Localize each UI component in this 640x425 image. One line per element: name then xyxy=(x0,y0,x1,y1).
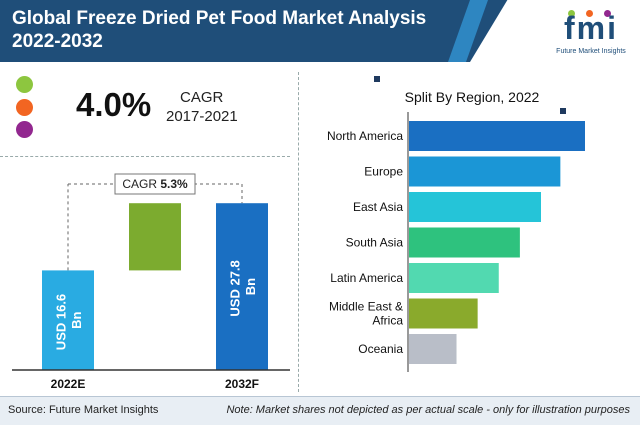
section-divider-vertical xyxy=(298,72,299,392)
region-label-6: Oceania xyxy=(358,342,403,356)
bar-2032f xyxy=(216,203,268,370)
region-label-3: South Asia xyxy=(346,236,404,250)
region-label-3-line-0: South Asia xyxy=(346,236,404,250)
region-label-1: Europe xyxy=(364,165,403,179)
value-label-2032f-line1: USD 27.8 xyxy=(227,260,242,316)
logo-dot-green xyxy=(568,10,575,17)
logo-dot-purple xyxy=(604,10,611,17)
cagr-dot-orange xyxy=(16,99,33,116)
growth-bracket: CAGR 5.3% xyxy=(67,173,243,271)
cagr-label: CAGR 5.3% xyxy=(122,177,188,191)
region-bar-0 xyxy=(409,121,585,151)
region-label-5-line-1: Africa xyxy=(372,314,403,328)
region-label-4-line-0: Latin America xyxy=(330,271,403,285)
region-label-0: North America xyxy=(327,129,403,143)
value-label-2032f-line2: Bn xyxy=(243,278,258,295)
region-label-5: Middle East & Africa xyxy=(329,300,403,328)
region-split-chart: Split By Region, 2022 North America Europ… xyxy=(327,76,585,372)
region-label-1-line-0: Europe xyxy=(364,165,403,179)
region-label-2-line-0: East Asia xyxy=(353,200,403,214)
bar-2022e xyxy=(42,270,94,370)
page-title: Global Freeze Dried Pet Food Market Anal… xyxy=(12,7,426,53)
logo-dot-orange xyxy=(586,10,593,17)
historic-cagr-label: CAGR xyxy=(180,89,224,106)
region-bars: North America Europe East Asia South Asia La… xyxy=(327,121,585,364)
decor-square-1 xyxy=(374,76,380,82)
region-bar-5 xyxy=(409,298,478,329)
category-label-2032f: 2032F xyxy=(225,377,259,391)
fmi-logo: fmi Future Market Insights xyxy=(548,6,634,58)
cagr-label-prefix: CAGR xyxy=(122,177,160,191)
value-label-2022e: USD 16.6 Bn xyxy=(53,290,84,350)
region-bar-2 xyxy=(409,192,541,222)
cagr-dot-green xyxy=(16,76,33,93)
cagr-dot-purple xyxy=(16,121,33,138)
section-divider-horizontal xyxy=(0,156,290,157)
cagr-label-value: 5.3% xyxy=(160,177,188,191)
historic-cagr-period: 2017-2021 xyxy=(166,108,238,125)
category-label-2022e: 2022E xyxy=(51,377,86,391)
logo-subtitle: Future Market Insights xyxy=(556,48,626,55)
region-label-0-line-0: North America xyxy=(327,129,403,143)
region-chart-title: Split By Region, 2022 xyxy=(405,89,540,105)
region-bar-3 xyxy=(409,227,520,258)
logo-text: fmi xyxy=(564,10,618,46)
market-size-chart: CAGR 5.3% USD 16.6 Bn USD 27.8 Bn 2022E … xyxy=(12,173,290,391)
historic-cagr-value: 4.0% xyxy=(76,86,152,123)
region-label-2: East Asia xyxy=(353,200,403,214)
value-label-2022e-line2: Bn xyxy=(69,311,84,328)
region-bar-6 xyxy=(409,334,457,364)
decor-square-2 xyxy=(560,108,566,114)
region-label-4: Latin America xyxy=(330,271,403,285)
region-label-5-line-0: Middle East & xyxy=(329,300,403,314)
title-line-1: Global Freeze Dried Pet Food Market Anal… xyxy=(12,8,427,29)
source-text: Source: Future Market Insights xyxy=(8,404,159,416)
bar-incremental-growth xyxy=(129,203,181,271)
note-text: Note: Market shares not depicted as per … xyxy=(226,404,630,416)
value-label-2032f: USD 27.8 Bn xyxy=(227,257,258,317)
title-line-2: 2022-2032 xyxy=(12,31,103,52)
region-bar-1 xyxy=(409,156,561,187)
footer: Source: Future Market Insights Note: Mar… xyxy=(0,396,640,425)
header-banner: Global Freeze Dried Pet Food Market Anal… xyxy=(0,0,640,62)
value-label-2022e-line1: USD 16.6 xyxy=(53,294,68,350)
region-label-6-line-0: Oceania xyxy=(358,342,403,356)
cagr-label-box xyxy=(114,173,196,195)
region-bar-4 xyxy=(409,263,499,293)
